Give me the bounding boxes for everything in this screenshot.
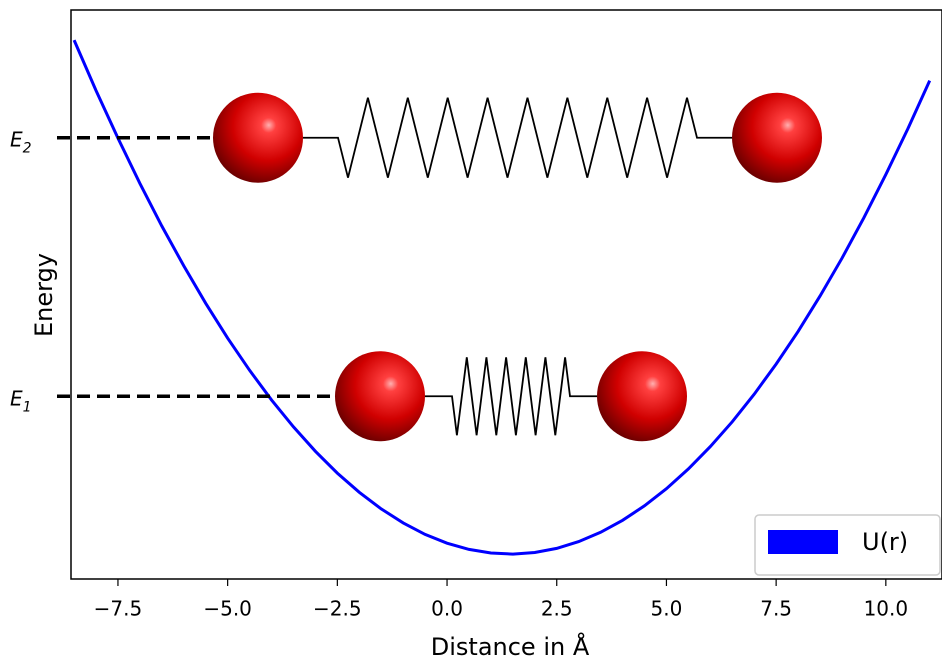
x-tick-label: 7.5 [760,597,792,621]
spring [303,97,732,178]
y-axis-label: Energy [30,253,58,337]
x-tick-label: 10.0 [864,597,909,621]
level-symbol: E [10,386,23,410]
atom [597,351,687,442]
level-label: E2 [10,127,32,157]
level-index: 2 [23,141,32,157]
plot-frame [70,9,942,580]
x-tick-label: 2.5 [541,597,573,621]
curve [72,39,932,556]
atom [335,351,425,442]
x-axis-label: Distance in Å [431,632,590,661]
x-tick-label: 5.0 [651,597,683,621]
level-index: 1 [23,399,32,415]
level-label: E1 [10,386,32,416]
legend: U(r) [754,514,941,576]
level-symbol: E [10,127,23,151]
x-tick-label: −5.0 [203,597,252,621]
x-tick-label: −7.5 [94,597,143,621]
atom [213,92,303,183]
atom [732,92,822,183]
x-tick-label: −2.5 [313,597,362,621]
legend-label: U(r) [862,528,908,556]
x-tick-label: 0.0 [431,597,463,621]
legend-swatch [768,530,838,554]
spring [425,357,597,436]
